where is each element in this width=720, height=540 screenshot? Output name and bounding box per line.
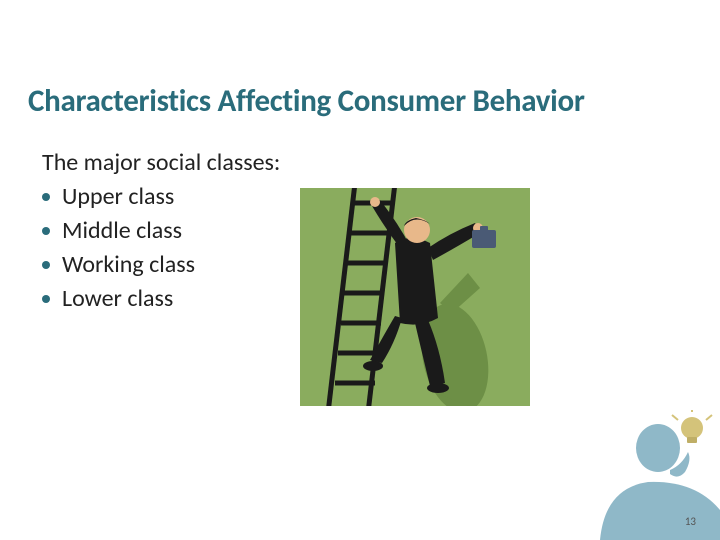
list-item: Working class — [42, 250, 195, 279]
bullet-icon — [42, 227, 50, 235]
slide: Characteristics Affecting Consumer Behav… — [0, 0, 720, 540]
corner-silhouette-decoration — [570, 410, 720, 540]
bullet-list: Upper class Middle class Working class L… — [42, 182, 195, 318]
slide-title: Characteristics Affecting Consumer Behav… — [28, 82, 585, 120]
bullet-label: Working class — [62, 250, 195, 279]
bullet-label: Upper class — [62, 182, 174, 211]
bullet-label: Middle class — [62, 216, 182, 245]
list-item: Lower class — [42, 284, 195, 313]
bullet-icon — [42, 261, 50, 269]
list-item: Upper class — [42, 182, 195, 211]
bullet-label: Lower class — [62, 284, 173, 313]
page-number: 13 — [685, 515, 696, 528]
bullet-icon — [42, 295, 50, 303]
bullet-icon — [42, 193, 50, 201]
ladder-climber-illustration — [300, 188, 530, 406]
intro-text: The major social classes: — [42, 148, 280, 177]
list-item: Middle class — [42, 216, 195, 245]
